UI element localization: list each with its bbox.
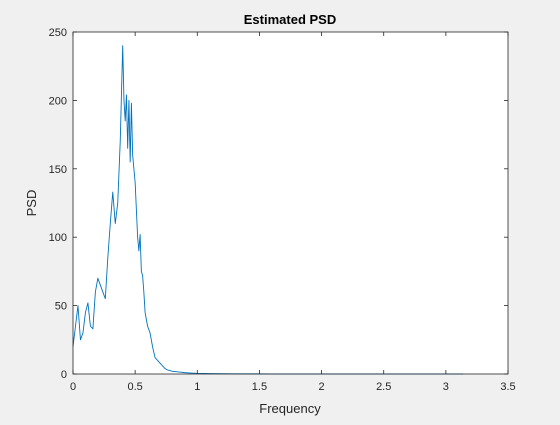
- x-axis-label: Frequency: [259, 401, 321, 416]
- psd-series-line: [72, 45, 464, 375]
- y-tick-label: 100: [49, 232, 67, 244]
- x-tick-label: 2: [319, 381, 325, 393]
- x-tick-label: 1.5: [252, 381, 267, 393]
- x-tick-label: 3: [443, 381, 449, 393]
- x-tick-label: 1: [194, 381, 200, 393]
- plot-area: [73, 32, 508, 374]
- y-tick-label: 0: [61, 369, 67, 381]
- x-tick-label: 2.5: [376, 381, 391, 393]
- y-axis-label: PSD: [24, 190, 39, 217]
- y-tick-label: 250: [49, 27, 67, 39]
- x-tick-label: 0.5: [127, 381, 142, 393]
- y-tick-label: 50: [55, 301, 67, 313]
- axes-box: [72, 31, 509, 375]
- y-tick-label: 200: [49, 95, 67, 107]
- x-tick-label: 0: [70, 381, 76, 393]
- y-tick-label: 150: [49, 164, 67, 176]
- chart-title: Estimated PSD: [244, 12, 336, 27]
- x-tick-label: 3.5: [500, 381, 515, 393]
